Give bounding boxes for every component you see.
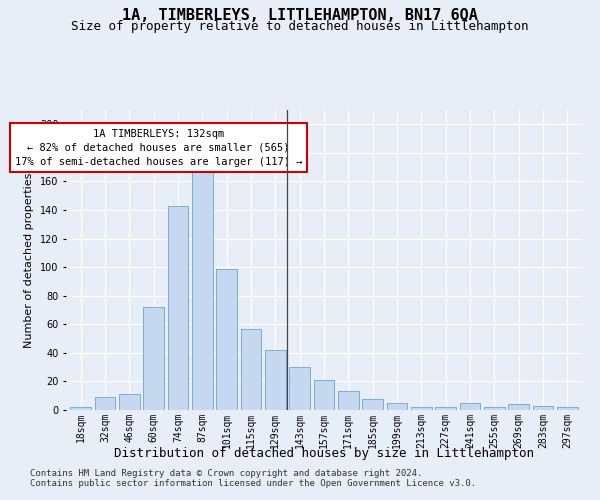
Bar: [167, 206, 188, 410]
Bar: [289, 367, 310, 410]
Bar: [533, 406, 553, 410]
Bar: [338, 392, 359, 410]
Bar: [484, 407, 505, 410]
Bar: [436, 407, 456, 410]
Text: Size of property relative to detached houses in Littlehampton: Size of property relative to detached ho…: [71, 20, 529, 33]
Bar: [216, 268, 237, 410]
Bar: [557, 407, 578, 410]
Text: Contains public sector information licensed under the Open Government Licence v3: Contains public sector information licen…: [30, 478, 476, 488]
Bar: [362, 398, 383, 410]
Bar: [70, 407, 91, 410]
Bar: [386, 403, 407, 410]
Text: 1A, TIMBERLEYS, LITTLEHAMPTON, BN17 6QA: 1A, TIMBERLEYS, LITTLEHAMPTON, BN17 6QA: [122, 8, 478, 22]
Bar: [508, 404, 529, 410]
Bar: [143, 307, 164, 410]
Y-axis label: Number of detached properties: Number of detached properties: [25, 172, 34, 348]
Text: 1A TIMBERLEYS: 132sqm
← 82% of detached houses are smaller (565)
17% of semi-det: 1A TIMBERLEYS: 132sqm ← 82% of detached …: [15, 128, 302, 166]
Bar: [241, 328, 262, 410]
Bar: [460, 403, 481, 410]
Bar: [411, 407, 432, 410]
Bar: [192, 168, 212, 410]
Bar: [314, 380, 334, 410]
Bar: [119, 394, 140, 410]
Bar: [95, 397, 115, 410]
Text: Distribution of detached houses by size in Littlehampton: Distribution of detached houses by size …: [114, 448, 534, 460]
Bar: [265, 350, 286, 410]
Text: Contains HM Land Registry data © Crown copyright and database right 2024.: Contains HM Land Registry data © Crown c…: [30, 468, 422, 477]
